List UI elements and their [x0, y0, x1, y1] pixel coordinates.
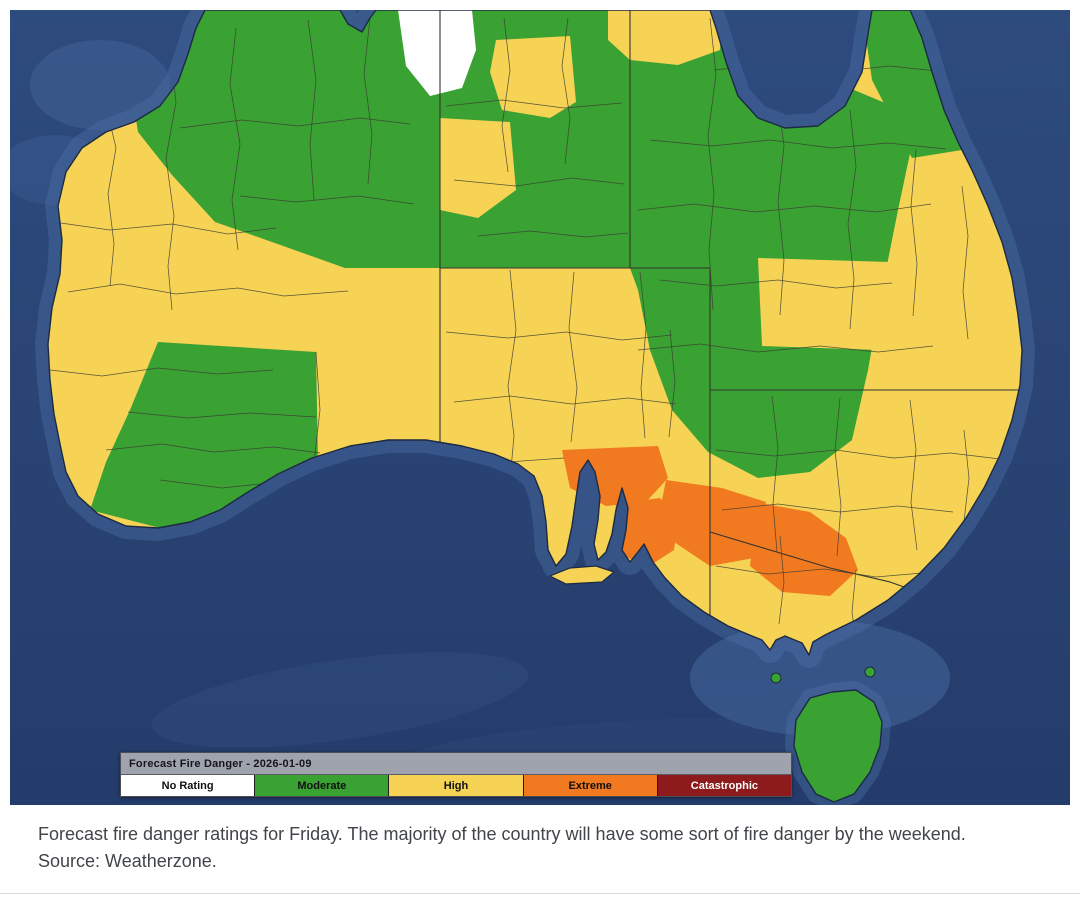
legend-item-no-rating: No Rating	[121, 775, 255, 796]
bottom-divider	[0, 893, 1080, 894]
region-moderate-southwest-wa	[90, 342, 318, 528]
region-high-nt-west	[440, 118, 516, 218]
map-legend: Forecast Fire Danger - 2026-01-09 No Rat…	[120, 752, 792, 797]
legend-item-extreme: Extreme	[522, 775, 657, 796]
bass-strait-shelf	[690, 620, 950, 736]
legend-item-catastrophic: Catastrophic	[656, 775, 792, 796]
figure-caption: Forecast fire danger ratings for Friday.…	[38, 824, 966, 871]
fire-danger-map-figure: Forecast Fire Danger - 2026-01-09 No Rat…	[10, 10, 1070, 805]
region-extreme-adelaide	[614, 498, 678, 568]
district-boundaries	[49, 17, 1001, 783]
region-norating-north	[398, 10, 476, 96]
region-high-qld-central	[758, 258, 890, 350]
region-extreme-murraylands	[660, 480, 766, 566]
region-extreme-west-victoria	[750, 502, 858, 596]
legend-title: Forecast Fire Danger - 2026-01-09	[121, 753, 791, 775]
flinders-island	[864, 666, 876, 678]
region-moderate-northwest	[128, 10, 440, 268]
region-moderate-tasmania	[793, 689, 883, 803]
legend-swatches: No Rating Moderate High Extreme Catastrophic	[121, 775, 792, 796]
coastline	[47, 10, 1023, 656]
kangaroo-island	[548, 565, 616, 585]
region-moderate-qld-interior	[630, 30, 915, 478]
reef-shallows	[30, 40, 170, 130]
region-high-nt-top	[490, 36, 576, 118]
legend-item-high: High	[388, 775, 523, 796]
region-high-nt-northeast	[608, 10, 722, 65]
australia-fire-danger-map	[10, 10, 1070, 805]
legend-item-moderate: Moderate	[254, 775, 389, 796]
king-island	[770, 672, 782, 684]
